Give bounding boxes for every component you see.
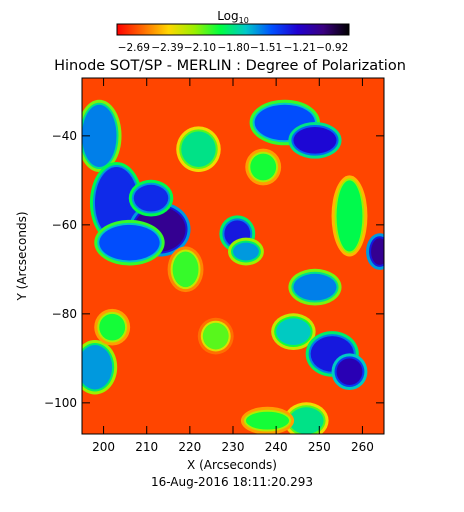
- x-tick-label: 260: [351, 440, 374, 454]
- x-tick-label: 250: [308, 440, 331, 454]
- y-tick-label: −60: [52, 218, 77, 232]
- x-tick-label: 220: [178, 440, 201, 454]
- region-core: [202, 322, 229, 350]
- colorbar: [116, 23, 350, 36]
- region-core: [276, 318, 311, 345]
- colorbar-label: Log10: [217, 9, 249, 25]
- colorbar-tick-label: −1.21: [284, 42, 316, 54]
- y-axis-label: Y (Arcseconds): [15, 211, 29, 301]
- x-tick-label: 240: [265, 440, 288, 454]
- region-core: [293, 126, 337, 154]
- region-core: [181, 131, 216, 167]
- x-tick-label: 230: [222, 440, 245, 454]
- y-tick-label: −40: [52, 129, 77, 143]
- region-core: [293, 273, 337, 301]
- x-tick-label: 210: [135, 440, 158, 454]
- axes: 200 210 220 230 240 250 260 −40 −60 −80 −100: [44, 78, 384, 454]
- region-core: [336, 180, 363, 252]
- region-core: [99, 224, 160, 261]
- colorbar-tick-label: −2.69: [118, 42, 150, 54]
- region-core: [336, 358, 363, 386]
- region-core: [250, 153, 277, 181]
- x-tick-label: 200: [92, 440, 115, 454]
- colorbar-ticks: −2.69 −2.39 −2.10 −1.80 −1.51 −1.21 −0.92: [118, 42, 349, 54]
- polarization-regions: [82, 99, 384, 434]
- region-core: [172, 251, 199, 288]
- region-core: [245, 411, 290, 430]
- heatmap-image: [82, 78, 384, 434]
- chart-title: Hinode SOT/SP - MERLIN : Degree of Polar…: [54, 58, 406, 74]
- region-core: [371, 238, 384, 265]
- y-tick-label: −80: [52, 307, 77, 321]
- colorbar-tick-label: −2.39: [151, 42, 183, 54]
- x-axis-label: X (Arcseconds): [187, 458, 277, 472]
- y-tick-label: −100: [44, 396, 77, 410]
- timestamp: 16-Aug-2016 18:11:20.293: [151, 475, 313, 489]
- region-core: [99, 313, 126, 341]
- colorbar-tick-label: −1.51: [250, 42, 282, 54]
- region-core: [133, 184, 169, 212]
- colorbar-tick-label: −0.92: [316, 42, 348, 54]
- colorbar-tick-label: −1.80: [217, 42, 249, 54]
- region-core: [82, 345, 113, 390]
- colorbar-tick-label: −2.10: [184, 42, 216, 54]
- region-core: [233, 242, 259, 261]
- region-core: [82, 104, 117, 167]
- region-core: [289, 407, 324, 434]
